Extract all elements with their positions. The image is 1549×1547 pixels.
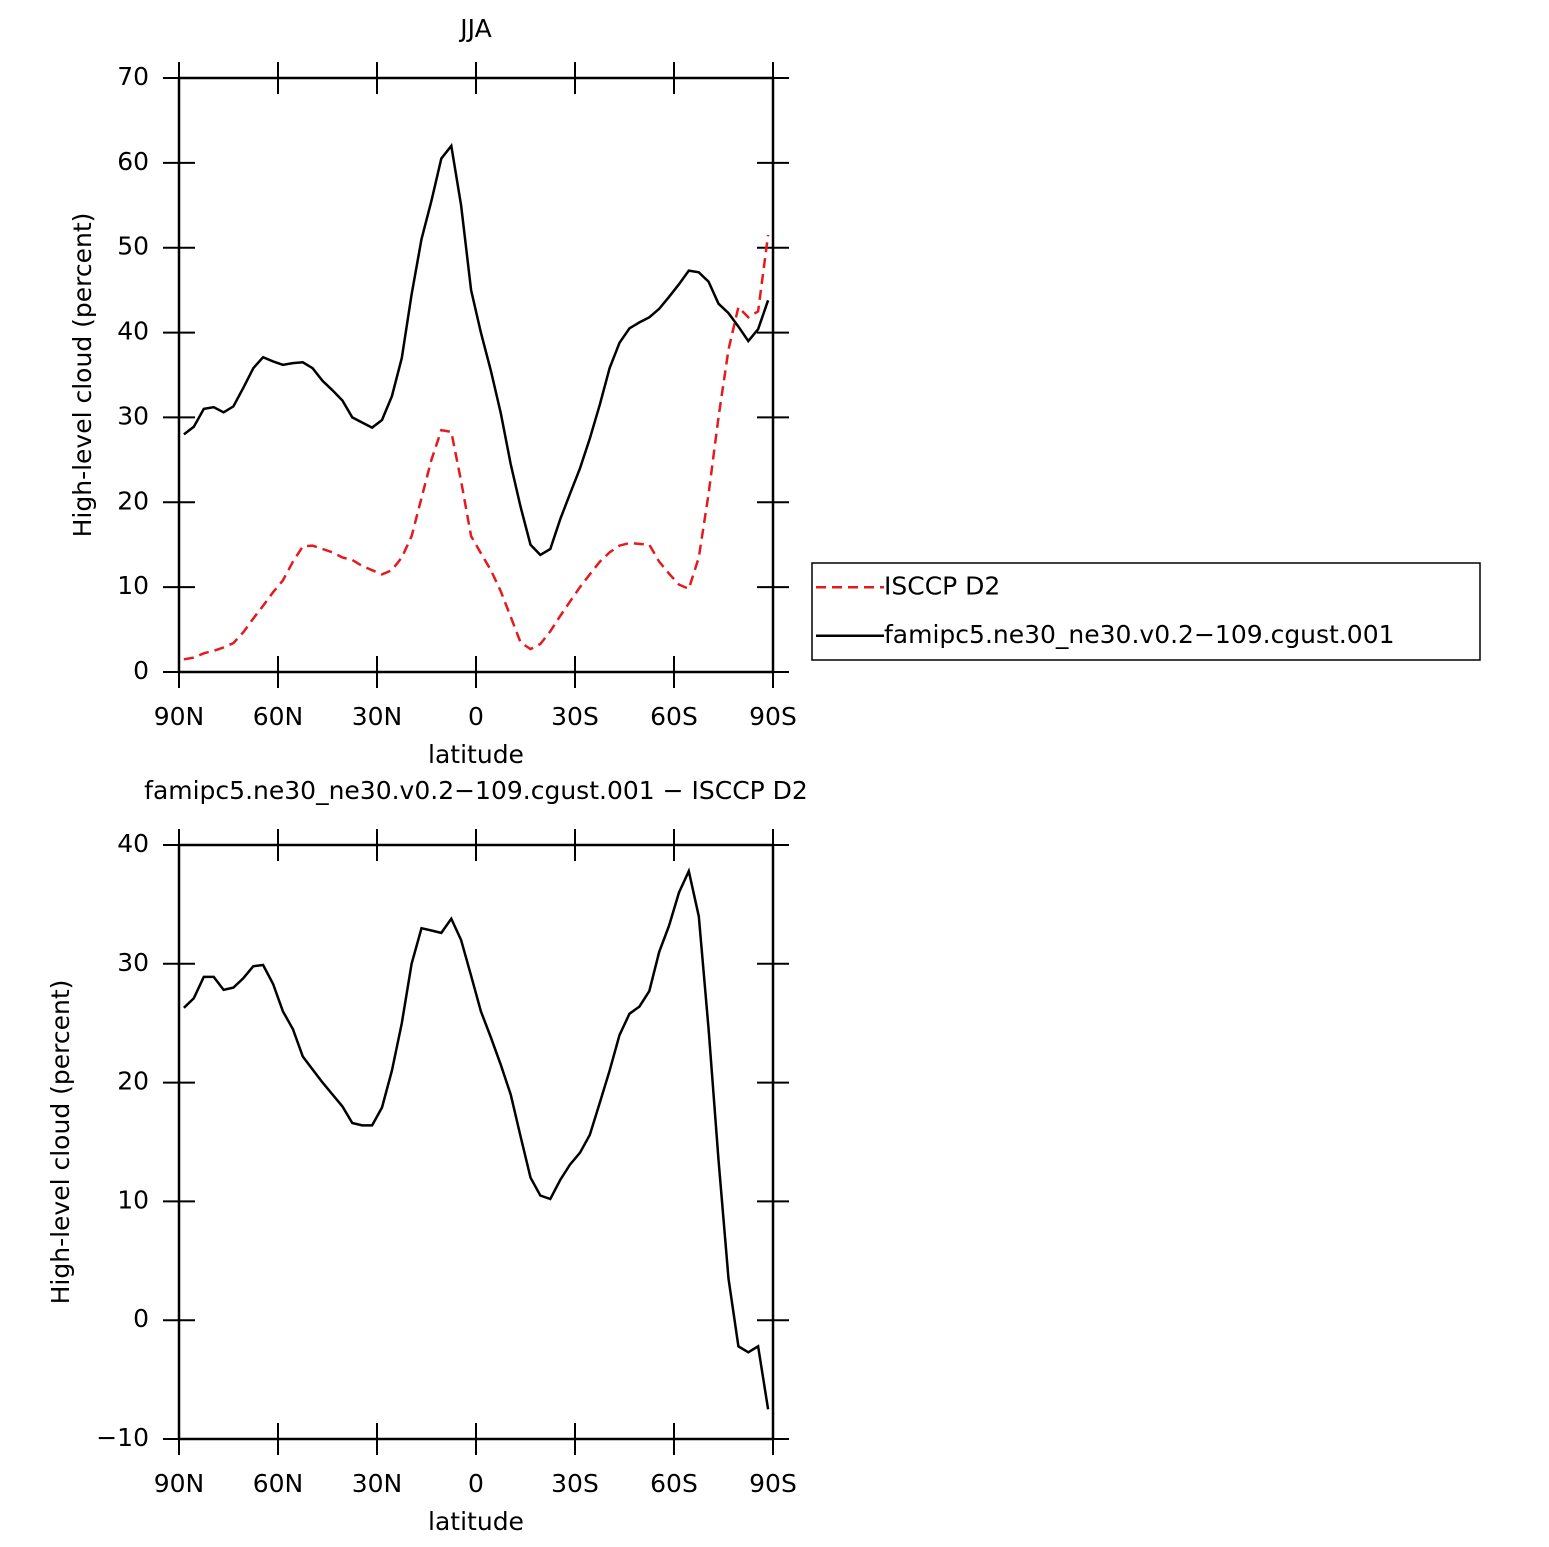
y-tick-label: 40 (117, 829, 149, 858)
y-tick-label: 30 (117, 948, 149, 977)
data-line (183, 234, 770, 661)
x-tick-label: 60S (650, 1469, 698, 1498)
y-tick-label: 20 (117, 486, 149, 515)
x-tick-label: 30S (551, 702, 599, 731)
y-tick-label: −10 (96, 1423, 149, 1452)
data-line (183, 867, 770, 1410)
y-tick-label: 40 (117, 317, 149, 346)
data-line (183, 142, 770, 557)
y-tick-label: 70 (117, 62, 149, 91)
legend-label: ISCCP D2 (884, 571, 1000, 600)
y-tick-label: 30 (117, 401, 149, 430)
y-tick-label: 10 (117, 1185, 149, 1214)
x-tick-label: 90S (749, 1469, 797, 1498)
legend-box (811, 562, 1481, 661)
x-tick-label: 90S (749, 702, 797, 731)
x-tick-label: 60S (650, 702, 698, 731)
x-tick-label: 30N (352, 702, 403, 731)
x-tick-label: 0 (468, 702, 484, 731)
y-tick-label: 60 (117, 147, 149, 176)
x-tick-label: 90N (154, 702, 205, 731)
plot-frame (177, 76, 775, 674)
legend-label: famipc5.ne30_ne30.v0.2−109.cgust.001 (884, 620, 1395, 649)
chart-title: famipc5.ne30_ne30.v0.2−109.cgust.001 − I… (144, 776, 808, 805)
plot-frame (177, 843, 775, 1441)
x-tick-label: 30S (551, 1469, 599, 1498)
x-tick-label: 30N (352, 1469, 403, 1498)
y-tick-label: 20 (117, 1067, 149, 1096)
x-axis-label: latitude (428, 1507, 524, 1536)
y-tick-label: 0 (133, 656, 149, 685)
x-tick-label: 0 (468, 1469, 484, 1498)
x-tick-label: 60N (253, 702, 304, 731)
y-axis-label: High-level cloud (percent) (68, 213, 97, 538)
y-tick-label: 10 (117, 571, 149, 600)
y-axis-label: High-level cloud (percent) (46, 980, 75, 1305)
y-tick-label: 0 (133, 1304, 149, 1333)
x-axis-label: latitude (428, 740, 524, 769)
x-tick-label: 60N (253, 1469, 304, 1498)
y-tick-label: 50 (117, 232, 149, 261)
chart-title: JJA (458, 14, 491, 43)
x-tick-label: 90N (154, 1469, 205, 1498)
